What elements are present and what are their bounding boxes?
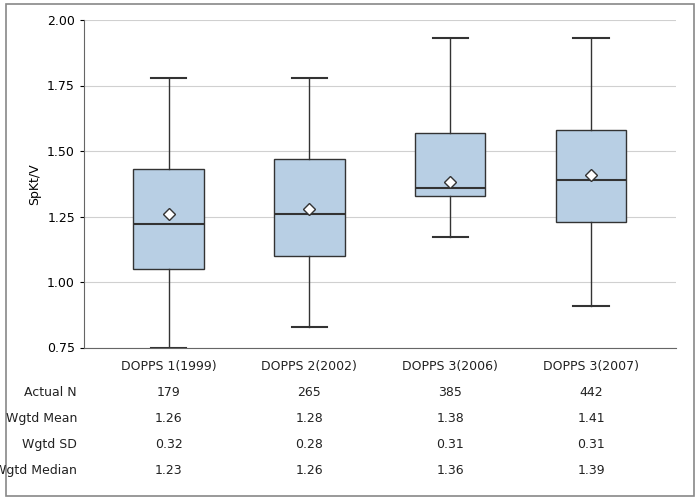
Text: 1.23: 1.23 (155, 464, 182, 477)
Text: 0.32: 0.32 (155, 438, 183, 451)
Text: 1.38: 1.38 (436, 412, 464, 425)
PathPatch shape (274, 159, 344, 256)
Text: 1.26: 1.26 (295, 464, 323, 477)
Text: Actual N: Actual N (25, 386, 77, 399)
Text: Wgtd Median: Wgtd Median (0, 464, 77, 477)
Y-axis label: SpKt/V: SpKt/V (29, 163, 41, 204)
Text: 0.31: 0.31 (436, 438, 464, 451)
Text: Wgtd Mean: Wgtd Mean (6, 412, 77, 425)
PathPatch shape (415, 132, 485, 196)
Text: 385: 385 (438, 386, 462, 399)
Text: DOPPS 3(2007): DOPPS 3(2007) (543, 360, 639, 373)
Text: DOPPS 3(2006): DOPPS 3(2006) (402, 360, 498, 373)
Text: DOPPS 2(2002): DOPPS 2(2002) (261, 360, 357, 373)
Text: 1.28: 1.28 (295, 412, 323, 425)
Text: 442: 442 (579, 386, 603, 399)
PathPatch shape (133, 170, 204, 269)
Text: 0.31: 0.31 (577, 438, 605, 451)
Text: 265: 265 (298, 386, 321, 399)
Text: DOPPS 1(1999): DOPPS 1(1999) (120, 360, 216, 373)
PathPatch shape (556, 130, 626, 222)
Text: 1.39: 1.39 (578, 464, 605, 477)
Text: 1.26: 1.26 (155, 412, 182, 425)
Text: 1.36: 1.36 (436, 464, 464, 477)
Text: Wgtd SD: Wgtd SD (22, 438, 77, 451)
Text: 0.28: 0.28 (295, 438, 323, 451)
Text: 1.41: 1.41 (578, 412, 605, 425)
Text: 179: 179 (157, 386, 181, 399)
